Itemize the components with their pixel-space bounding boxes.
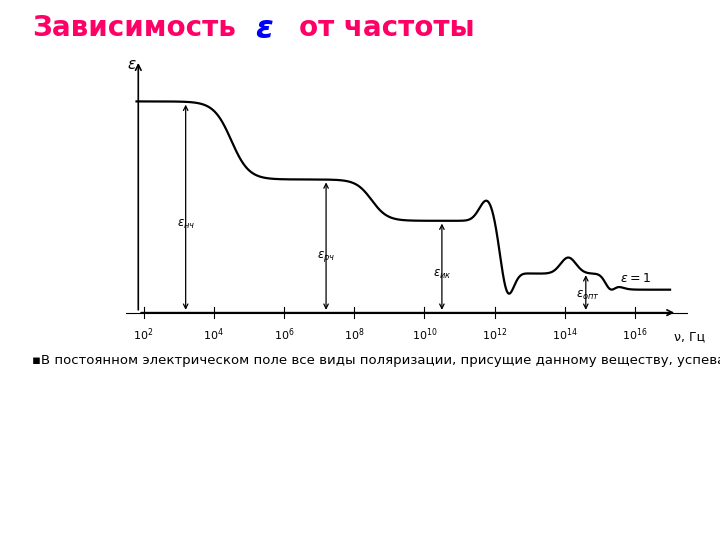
Text: ν, Гц: ν, Гц xyxy=(674,330,705,343)
Text: от частоты: от частоты xyxy=(299,14,474,42)
Text: ▪В постоянном электрическом поле все виды поляризации, присущие данному веществу: ▪В постоянном электрическом поле все вид… xyxy=(32,354,720,367)
Text: ε: ε xyxy=(256,14,274,44)
Text: $10^{16}$: $10^{16}$ xyxy=(622,326,648,343)
Text: $10^{14}$: $10^{14}$ xyxy=(552,326,577,343)
Text: $10^{6}$: $10^{6}$ xyxy=(274,326,294,343)
Text: $10^{12}$: $10^{12}$ xyxy=(482,326,507,343)
Text: $\varepsilon_{\mathregular{ик}}$: $\varepsilon_{\mathregular{ик}}$ xyxy=(433,267,451,281)
Text: $\varepsilon_{\mathregular{рч}}$: $\varepsilon_{\mathregular{рч}}$ xyxy=(317,249,335,264)
Text: $\varepsilon = 1$: $\varepsilon = 1$ xyxy=(619,272,650,285)
Text: $10^{4}$: $10^{4}$ xyxy=(203,326,224,343)
Text: $\varepsilon_{\mathregular{нч}}$: $\varepsilon_{\mathregular{нч}}$ xyxy=(176,218,195,231)
Text: Зависимость: Зависимость xyxy=(32,14,236,42)
Text: $10^{2}$: $10^{2}$ xyxy=(133,326,154,343)
Text: $\varepsilon_{\mathregular{опт}}$: $\varepsilon_{\mathregular{опт}}$ xyxy=(576,289,600,302)
Text: $10^{10}$: $10^{10}$ xyxy=(412,326,437,343)
Text: $10^{8}$: $10^{8}$ xyxy=(344,326,364,343)
Text: ε: ε xyxy=(127,57,135,72)
